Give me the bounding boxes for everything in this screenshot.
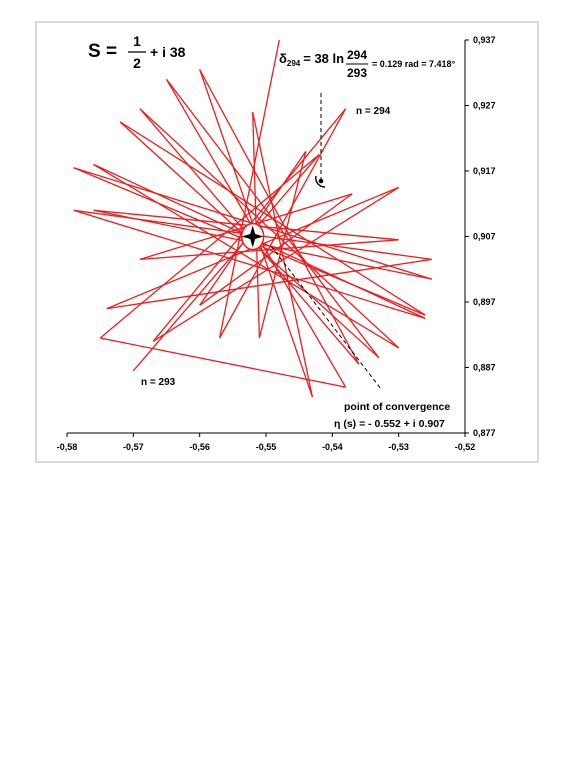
- x-tick-label-4: -0,54: [322, 442, 343, 452]
- y-tick-label-5: 0,927: [473, 101, 496, 111]
- y-tick-label-6: 0,937: [473, 35, 496, 45]
- delta-label: δ294 = 38 ln: [279, 51, 344, 68]
- convergence-leader-line: [270, 245, 382, 390]
- angle-arc: [315, 175, 326, 188]
- y-tick-label-3: 0,907: [473, 232, 496, 242]
- y-tick-label-4: 0,917: [473, 166, 496, 176]
- series-segment-0-17: [252, 111, 314, 398]
- series-segment-0-28: [152, 186, 400, 342]
- series-segment-0-21: [139, 108, 400, 349]
- series-segment-0-24: [73, 209, 426, 320]
- title-imag-part: + i 38: [150, 44, 186, 60]
- x-tick-label-5: -0,53: [388, 442, 409, 452]
- series-segment-0-22: [93, 163, 400, 349]
- series-segment-0-31: [218, 39, 280, 339]
- x-tick-label-0: -0,58: [57, 442, 78, 452]
- series-segment-0-10: [93, 209, 399, 241]
- title-numerator: 1: [133, 33, 141, 49]
- title-s-prefix: S =: [88, 41, 117, 62]
- y-tick-label-2: 0,897: [473, 297, 496, 307]
- x-tick-label-2: -0,56: [189, 442, 210, 452]
- delta-equation: = 38 ln: [303, 51, 344, 66]
- tick-layer: -0,58 -0,57 -0,56 -0,55 -0,54 -0,53 -0,52 0,877…: [57, 35, 496, 452]
- x-tick-label-3: -0,55: [256, 442, 277, 452]
- title-denominator: 2: [133, 55, 141, 71]
- delta-frac-numerator: 294: [347, 48, 367, 62]
- x-tick-label-6: -0,52: [455, 442, 476, 452]
- y-tick-label-1: 0,887: [473, 363, 496, 373]
- series-segment-0-26: [106, 258, 432, 310]
- delta-symbol: δ: [279, 51, 287, 66]
- convergence-point-marker: [240, 222, 265, 251]
- series-segment-0-30: [219, 108, 347, 339]
- y-tick-label-0: 0,877: [473, 428, 496, 438]
- series-segment-0-19: [199, 69, 360, 365]
- series-segment-0-2: [100, 337, 346, 388]
- angle-dot: [318, 178, 324, 184]
- label-n-294: n = 294: [356, 106, 391, 117]
- label-n-293: n = 293: [141, 377, 176, 388]
- series-segment-0-11: [139, 239, 399, 261]
- series-segment-0-15: [258, 151, 307, 339]
- delta-subscript: 294: [287, 59, 301, 68]
- delta-frac-denominator: 293: [347, 66, 367, 80]
- x-tick-label-1: -0,57: [123, 442, 144, 452]
- convergence-value: η (s) = - 0.552 + i 0.907: [334, 418, 445, 430]
- delta-result: = 0.129 rad = 7.418°: [372, 59, 456, 69]
- star-marker-icon: [241, 225, 264, 248]
- convergence-label: point of convergence: [344, 401, 450, 413]
